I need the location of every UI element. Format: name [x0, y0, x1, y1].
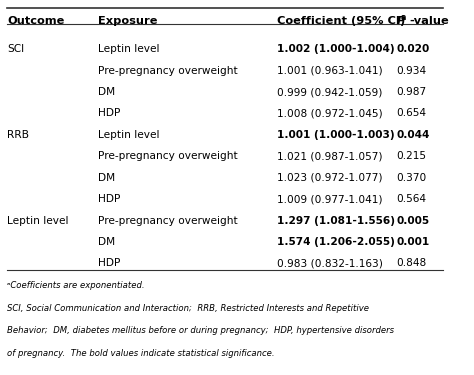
Text: Pre-pregnancy overweight: Pre-pregnancy overweight: [99, 216, 238, 226]
Text: 0.983 (0.832-1.163): 0.983 (0.832-1.163): [276, 258, 383, 268]
Text: Leptin level: Leptin level: [7, 216, 69, 226]
Text: SCI, Social Communication and Interaction;  RRB, Restricted Interests and Repeti: SCI, Social Communication and Interactio…: [7, 303, 369, 312]
Text: 0.564: 0.564: [397, 194, 427, 204]
Text: HDP: HDP: [99, 258, 121, 268]
Text: Outcome: Outcome: [7, 16, 64, 26]
Text: Pre-pregnancy overweight: Pre-pregnancy overweight: [99, 151, 238, 161]
Text: 1.001 (0.963-1.041): 1.001 (0.963-1.041): [276, 66, 382, 76]
Text: Behavior;  DM, diabetes mellitus before or during pregnancy;  HDP, hypertensive : Behavior; DM, diabetes mellitus before o…: [7, 326, 394, 335]
Text: 0.934: 0.934: [397, 66, 427, 76]
Text: 0.001: 0.001: [397, 237, 430, 247]
Text: 1.008 (0.972-1.045): 1.008 (0.972-1.045): [276, 108, 382, 118]
Text: Leptin level: Leptin level: [99, 130, 160, 140]
Text: 0.044: 0.044: [397, 130, 430, 140]
Text: 1.574 (1.206-2.055): 1.574 (1.206-2.055): [276, 237, 394, 247]
Text: 1.009 (0.977-1.041): 1.009 (0.977-1.041): [276, 194, 382, 204]
Text: P: P: [397, 16, 405, 26]
Text: Pre-pregnancy overweight: Pre-pregnancy overweight: [99, 66, 238, 76]
Text: HDP: HDP: [99, 108, 121, 118]
Text: 0.005: 0.005: [397, 216, 430, 226]
Text: SCI: SCI: [7, 44, 24, 54]
Text: 0.848: 0.848: [397, 258, 427, 268]
Text: 0.987: 0.987: [397, 87, 427, 97]
Text: a: a: [400, 13, 406, 22]
Text: 0.654: 0.654: [397, 108, 427, 118]
Text: 1.021 (0.987-1.057): 1.021 (0.987-1.057): [276, 151, 382, 161]
Text: of pregnancy.  The bold values indicate statistical significance.: of pregnancy. The bold values indicate s…: [7, 350, 275, 358]
Text: Leptin level: Leptin level: [99, 44, 160, 54]
Text: DM: DM: [99, 87, 116, 97]
Text: 1.023 (0.972-1.077): 1.023 (0.972-1.077): [276, 173, 382, 183]
Text: HDP: HDP: [99, 194, 121, 204]
Text: 0.999 (0.942-1.059): 0.999 (0.942-1.059): [276, 87, 382, 97]
Text: Coefficient (95% CI): Coefficient (95% CI): [276, 16, 405, 26]
Text: 0.020: 0.020: [397, 44, 430, 54]
Text: Exposure: Exposure: [99, 16, 158, 26]
Text: 1.297 (1.081-1.556): 1.297 (1.081-1.556): [276, 216, 394, 226]
Text: 1.002 (1.000-1.004): 1.002 (1.000-1.004): [276, 44, 394, 54]
Text: RRB: RRB: [7, 130, 29, 140]
Text: 1.001 (1.000-1.003): 1.001 (1.000-1.003): [276, 130, 394, 140]
Text: DM: DM: [99, 173, 116, 183]
Text: 0.215: 0.215: [397, 151, 427, 161]
Text: ᵃCoefficients are exponentiated.: ᵃCoefficients are exponentiated.: [7, 280, 145, 290]
Text: -value: -value: [409, 16, 449, 26]
Text: 0.370: 0.370: [397, 173, 427, 183]
Text: DM: DM: [99, 237, 116, 247]
